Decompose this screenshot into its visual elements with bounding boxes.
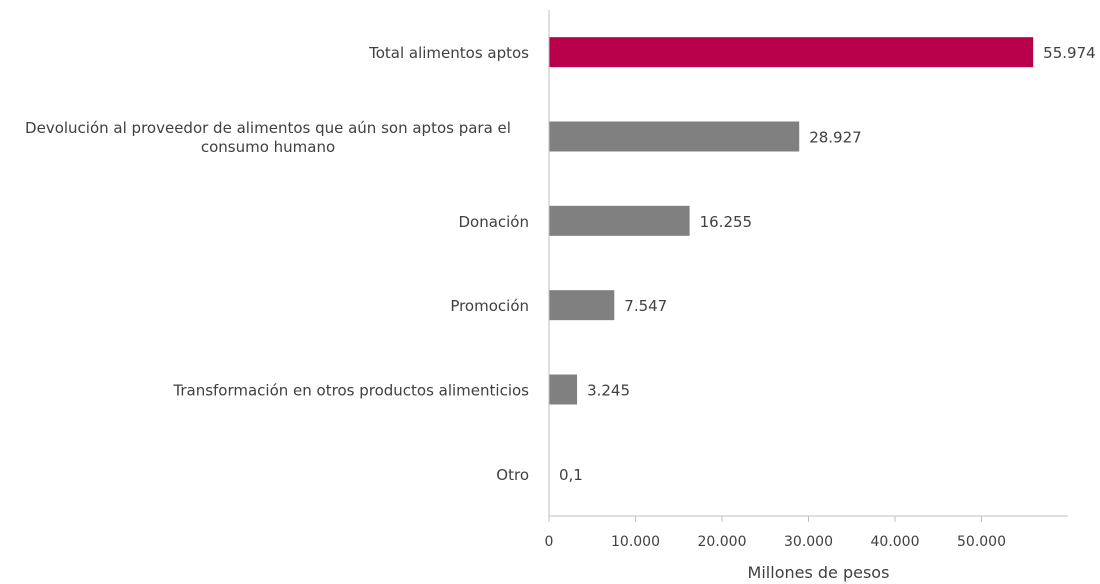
x-tick-label-4: 40.000: [871, 534, 920, 550]
category-label-line: Total alimentos aptos: [368, 44, 529, 62]
x-tick-label-2: 20.000: [698, 534, 747, 550]
bar-2: [549, 205, 690, 236]
value-label-3: 7.547: [624, 297, 667, 315]
category-label-2: Donación: [458, 213, 529, 231]
category-labels-group: Total alimentos aptos Devolución al prove…: [25, 44, 529, 484]
x-tick-label-5: 50.000: [957, 534, 1006, 550]
x-axis-title: Millones de pesos: [748, 563, 890, 582]
category-label-line: Donación: [458, 213, 529, 231]
category-label-line: Transformación en otros productos alimen…: [172, 382, 529, 400]
category-label-5: Otro: [496, 466, 529, 484]
value-label-1: 28.927: [809, 129, 862, 147]
bar-3: [549, 290, 615, 321]
category-label-line: Otro: [496, 466, 529, 484]
x-tick-label-1: 10.000: [611, 534, 660, 550]
bars-group: [549, 37, 1034, 489]
category-label-3: Promoción: [450, 297, 529, 315]
category-label-1: Devolución al proveedor de alimentos que…: [25, 119, 511, 156]
category-label-line: Devolución al proveedor de alimentos que…: [25, 119, 511, 137]
x-tick-label-0: 0: [545, 534, 554, 550]
value-label-2: 16.255: [700, 213, 753, 231]
category-label-4: Transformación en otros productos alimen…: [172, 382, 529, 400]
value-label-5: 0,1: [559, 466, 583, 484]
category-label-line: consumo humano: [201, 138, 335, 156]
category-label-line: Promoción: [450, 297, 529, 315]
bar-0: [549, 37, 1034, 68]
value-labels-group: 55.974 28.927 16.255 7.547 3.245 0,1: [559, 44, 1096, 484]
value-label-4: 3.245: [587, 382, 630, 400]
x-ticks-group: 0 10.000 20.000 30.000 40.000 50.000: [545, 516, 1006, 550]
category-label-0: Total alimentos aptos: [368, 44, 529, 62]
value-label-0: 55.974: [1043, 44, 1096, 62]
bar-1: [549, 121, 800, 152]
x-tick-label-3: 30.000: [784, 534, 833, 550]
bar-4: [549, 374, 578, 405]
